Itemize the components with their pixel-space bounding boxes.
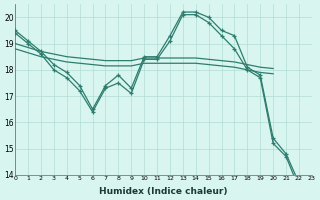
X-axis label: Humidex (Indice chaleur): Humidex (Indice chaleur) xyxy=(99,187,228,196)
